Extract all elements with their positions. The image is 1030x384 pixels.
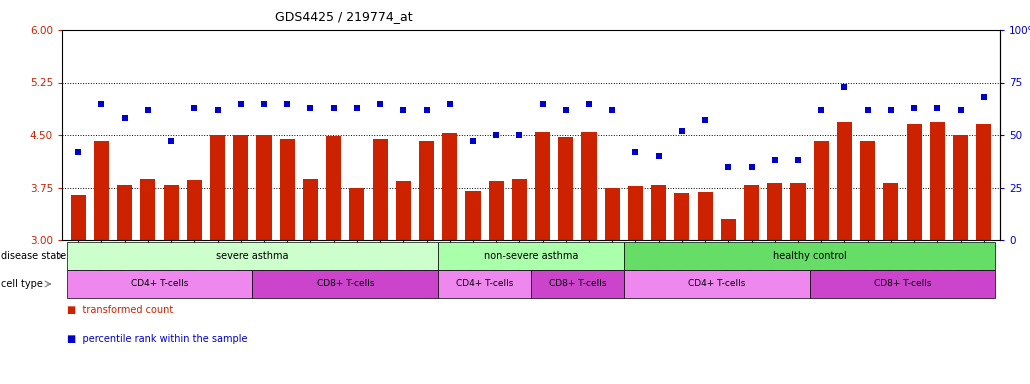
Point bbox=[488, 132, 505, 138]
Point bbox=[905, 104, 922, 111]
Point bbox=[255, 101, 272, 107]
Bar bbox=[140, 179, 156, 240]
Bar bbox=[396, 180, 411, 240]
Point bbox=[720, 164, 736, 170]
Point bbox=[70, 149, 87, 155]
Bar bbox=[675, 193, 689, 240]
Bar bbox=[767, 183, 783, 240]
Point bbox=[813, 107, 829, 113]
Bar bbox=[466, 191, 481, 240]
Point bbox=[674, 128, 690, 134]
Text: CD4+ T-cells: CD4+ T-cells bbox=[688, 280, 746, 288]
Bar bbox=[884, 183, 898, 240]
Point bbox=[929, 104, 946, 111]
Bar bbox=[512, 179, 527, 240]
Bar bbox=[94, 141, 109, 240]
Point bbox=[186, 104, 203, 111]
Point bbox=[163, 138, 179, 144]
Point bbox=[511, 132, 527, 138]
Text: CD8+ T-cells: CD8+ T-cells bbox=[549, 280, 607, 288]
Bar bbox=[930, 122, 945, 240]
Point bbox=[348, 104, 365, 111]
Bar bbox=[164, 185, 178, 240]
Point bbox=[604, 107, 620, 113]
Bar bbox=[558, 137, 574, 240]
Text: CD4+ T-cells: CD4+ T-cells bbox=[456, 280, 513, 288]
Bar bbox=[303, 179, 318, 240]
Point bbox=[233, 101, 249, 107]
Point bbox=[975, 94, 992, 100]
Point bbox=[396, 107, 412, 113]
Text: GDS4425 / 219774_at: GDS4425 / 219774_at bbox=[275, 10, 412, 23]
Bar bbox=[373, 139, 387, 240]
Bar bbox=[605, 187, 620, 240]
Point bbox=[372, 101, 388, 107]
Text: disease state: disease state bbox=[1, 251, 66, 261]
Bar bbox=[953, 135, 968, 240]
Bar bbox=[744, 185, 759, 240]
Bar bbox=[837, 122, 852, 240]
Text: ■  transformed count: ■ transformed count bbox=[67, 305, 173, 315]
Bar bbox=[721, 219, 735, 240]
Bar bbox=[280, 139, 295, 240]
Text: cell type: cell type bbox=[1, 279, 43, 289]
Bar bbox=[860, 141, 876, 240]
Point bbox=[883, 107, 899, 113]
Point bbox=[535, 101, 551, 107]
Bar bbox=[906, 124, 922, 240]
Point bbox=[465, 138, 481, 144]
Text: healthy control: healthy control bbox=[772, 251, 847, 261]
Text: CD8+ T-cells: CD8+ T-cells bbox=[316, 280, 374, 288]
Bar bbox=[233, 135, 248, 240]
Bar bbox=[71, 195, 85, 240]
Text: CD4+ T-cells: CD4+ T-cells bbox=[131, 280, 188, 288]
Point bbox=[859, 107, 876, 113]
Point bbox=[279, 101, 296, 107]
Bar bbox=[628, 186, 643, 240]
Point bbox=[442, 101, 458, 107]
Point bbox=[557, 107, 574, 113]
Bar bbox=[327, 136, 341, 240]
Text: severe asthma: severe asthma bbox=[216, 251, 288, 261]
Point bbox=[302, 104, 318, 111]
Point bbox=[116, 115, 133, 121]
Bar bbox=[117, 185, 132, 240]
Point bbox=[140, 107, 157, 113]
Bar bbox=[697, 192, 713, 240]
Point bbox=[697, 117, 714, 123]
Bar bbox=[976, 124, 991, 240]
Bar bbox=[814, 141, 829, 240]
Bar bbox=[651, 185, 666, 240]
Point bbox=[790, 157, 806, 163]
Text: CD8+ T-cells: CD8+ T-cells bbox=[873, 280, 931, 288]
Point bbox=[766, 157, 783, 163]
Bar bbox=[349, 187, 365, 240]
Bar bbox=[535, 131, 550, 240]
Bar bbox=[186, 180, 202, 240]
Bar bbox=[790, 183, 805, 240]
Bar bbox=[488, 180, 504, 240]
Bar bbox=[582, 131, 596, 240]
Point bbox=[836, 84, 853, 90]
Point bbox=[94, 101, 110, 107]
Point bbox=[953, 107, 969, 113]
Text: ■  percentile rank within the sample: ■ percentile rank within the sample bbox=[67, 334, 247, 344]
Point bbox=[744, 164, 760, 170]
Bar bbox=[256, 135, 272, 240]
Point bbox=[325, 104, 342, 111]
Point bbox=[627, 149, 644, 155]
Bar bbox=[210, 135, 226, 240]
Text: non-severe asthma: non-severe asthma bbox=[484, 251, 578, 261]
Point bbox=[418, 107, 435, 113]
Point bbox=[581, 101, 597, 107]
Bar bbox=[419, 141, 434, 240]
Point bbox=[651, 153, 667, 159]
Bar bbox=[442, 133, 457, 240]
Point bbox=[209, 107, 226, 113]
